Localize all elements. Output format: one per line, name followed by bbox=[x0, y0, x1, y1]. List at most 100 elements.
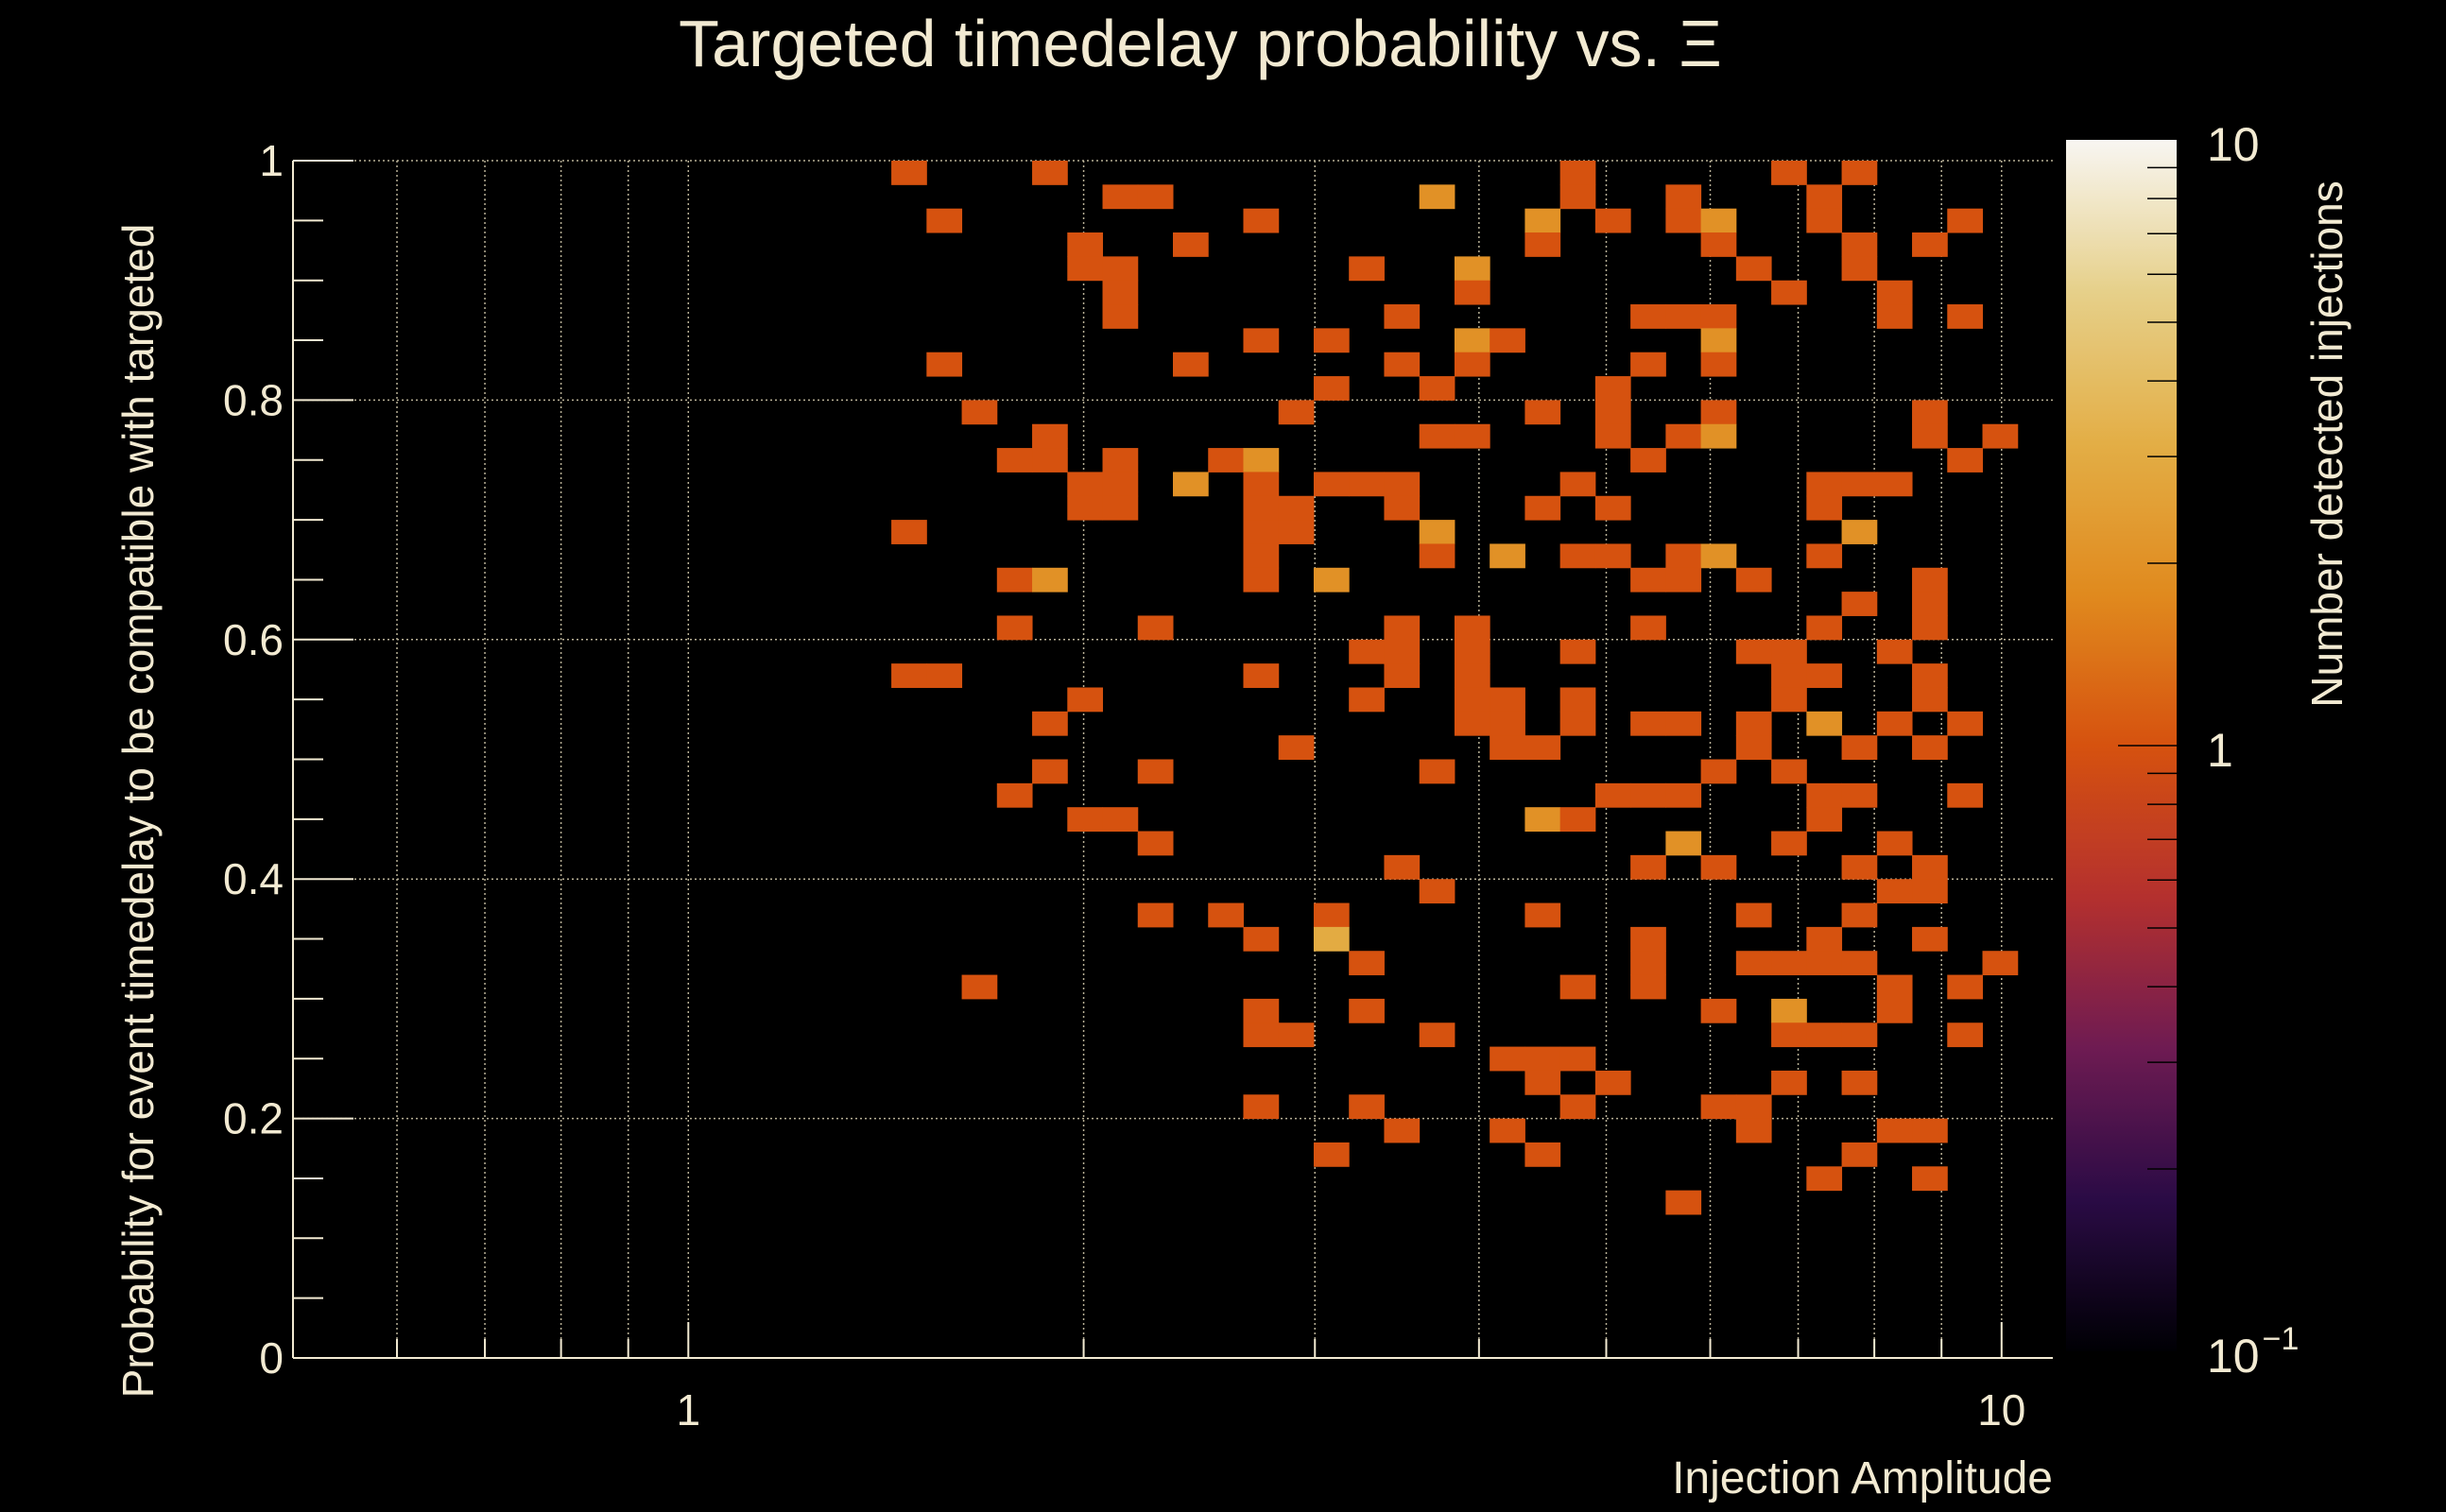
heatmap-cell bbox=[1349, 472, 1385, 497]
heatmap-cell bbox=[1912, 854, 1948, 880]
heatmap-cell bbox=[1313, 926, 1350, 952]
heatmap-cell bbox=[1630, 782, 1666, 808]
heatmap-cell bbox=[1771, 951, 1807, 976]
y-axis-label: Probability for event timedelay to be co… bbox=[113, 224, 163, 1399]
heatmap-cell bbox=[1806, 951, 1843, 976]
heatmap-cell bbox=[1243, 208, 1280, 233]
heatmap-cell bbox=[1524, 208, 1561, 233]
heatmap-cell bbox=[996, 567, 1033, 593]
heatmap-cell bbox=[1841, 782, 1878, 808]
heatmap-cell bbox=[1700, 759, 1737, 784]
heatmap-cell bbox=[1067, 495, 1104, 521]
heatmap-cell bbox=[1806, 926, 1843, 952]
heatmap-cell bbox=[1454, 687, 1490, 713]
heatmap-cell bbox=[1454, 328, 1490, 353]
heatmap-cell bbox=[1349, 687, 1385, 713]
heatmap-cell bbox=[1278, 1022, 1315, 1048]
heatmap-cell bbox=[1594, 400, 1631, 425]
x-tick-label: 10 bbox=[1977, 1385, 2025, 1435]
heatmap-cell bbox=[1594, 208, 1631, 233]
heatmap-cell bbox=[1559, 807, 1596, 833]
heatmap-cell bbox=[1947, 1022, 1984, 1048]
heatmap-cell bbox=[1278, 400, 1315, 425]
heatmap-cell bbox=[1419, 759, 1456, 784]
heatmap-cell bbox=[1313, 567, 1350, 593]
heatmap-cell bbox=[1735, 902, 1772, 928]
heatmap-cell bbox=[1454, 352, 1490, 377]
heatmap-cell bbox=[1841, 232, 1878, 257]
heatmap-cell bbox=[1454, 711, 1490, 736]
heatmap-cell bbox=[1665, 304, 1702, 329]
heatmap-cell bbox=[1876, 998, 1913, 1023]
heatmap-cell bbox=[1947, 782, 1984, 808]
heatmap-cell bbox=[1806, 1022, 1843, 1048]
heatmap-cell bbox=[1806, 782, 1843, 808]
heatmap-cell bbox=[1349, 951, 1385, 976]
heatmap-cell bbox=[1067, 807, 1104, 833]
heatmap-cell bbox=[1313, 472, 1350, 497]
heatmap-cell bbox=[1912, 735, 1948, 760]
heatmap-cell bbox=[1700, 208, 1737, 233]
heatmap-cell bbox=[1630, 567, 1666, 593]
heatmap-cell bbox=[1102, 472, 1139, 497]
axes bbox=[292, 160, 2053, 1359]
heatmap-cell bbox=[1384, 304, 1421, 329]
heatmap-cell bbox=[1067, 256, 1104, 282]
heatmap-cell bbox=[1630, 448, 1666, 472]
heatmap-cell bbox=[1559, 1094, 1596, 1120]
x-tick-labels: 1 10 bbox=[676, 1385, 2025, 1435]
heatmap-cell bbox=[996, 615, 1033, 641]
heatmap-cell bbox=[1454, 280, 1490, 305]
colorbar-label: Number detected injections bbox=[2302, 180, 2351, 707]
heatmap-cell bbox=[1665, 184, 1702, 210]
heatmap-cell bbox=[1806, 184, 1843, 210]
colorbar-tick-label: 10 bbox=[2207, 1330, 2260, 1383]
heatmap-cell bbox=[1454, 423, 1490, 449]
heatmap-cell bbox=[1032, 759, 1068, 784]
heatmap-cell bbox=[1912, 423, 1948, 449]
heatmap-cell bbox=[1665, 1190, 1702, 1215]
heatmap-cell bbox=[1876, 280, 1913, 305]
heatmap-cell bbox=[1947, 711, 1984, 736]
heatmap-cell bbox=[1102, 807, 1139, 833]
heatmap-cell bbox=[1630, 926, 1666, 952]
heatmap-cell bbox=[1243, 1094, 1280, 1120]
heatmap-cell bbox=[1700, 304, 1737, 329]
heatmap-cell bbox=[1313, 328, 1350, 353]
heatmap-cell bbox=[1594, 782, 1631, 808]
heatmap-cells bbox=[891, 161, 2019, 1215]
heatmap-cell bbox=[1594, 495, 1631, 521]
heatmap-cell bbox=[1454, 639, 1490, 664]
heatmap-cell bbox=[1594, 543, 1631, 569]
heatmap-cell bbox=[1243, 543, 1280, 569]
heatmap-cell bbox=[1384, 1118, 1421, 1143]
heatmap-cell bbox=[1771, 1070, 1807, 1095]
heatmap-cell bbox=[1243, 520, 1280, 544]
heatmap-cell bbox=[1349, 1094, 1385, 1120]
heatmap-cell bbox=[1384, 663, 1421, 688]
heatmap-cell bbox=[1876, 831, 1913, 856]
heatmap-cell bbox=[1771, 639, 1807, 664]
heatmap-cell bbox=[1490, 1046, 1525, 1072]
heatmap-cell bbox=[1912, 879, 1948, 904]
heatmap-cell bbox=[891, 161, 927, 185]
heatmap-cell bbox=[1806, 1166, 1843, 1192]
heatmap-cell bbox=[1102, 495, 1139, 521]
heatmap-cell bbox=[961, 400, 998, 425]
heatmap-cell bbox=[1032, 567, 1068, 593]
y-tick-label: 0.2 bbox=[223, 1094, 284, 1143]
colorbar-tick-label: 1 bbox=[2207, 724, 2233, 777]
heatmap-cell bbox=[1419, 520, 1456, 544]
heatmap-cell bbox=[1524, 232, 1561, 257]
heatmap-cell bbox=[1524, 1070, 1561, 1095]
heatmap-cell bbox=[1067, 472, 1104, 497]
heatmap-cell bbox=[1876, 472, 1913, 497]
heatmap-cell bbox=[1243, 472, 1280, 497]
heatmap-cell bbox=[1947, 208, 1984, 233]
heatmap-cell bbox=[1490, 735, 1525, 760]
heatmap-cell bbox=[996, 782, 1033, 808]
y-tick-label: 0.6 bbox=[223, 615, 284, 664]
heatmap-cell bbox=[1524, 735, 1561, 760]
heatmap-cell bbox=[1912, 1118, 1948, 1143]
heatmap-cell bbox=[1173, 232, 1209, 257]
